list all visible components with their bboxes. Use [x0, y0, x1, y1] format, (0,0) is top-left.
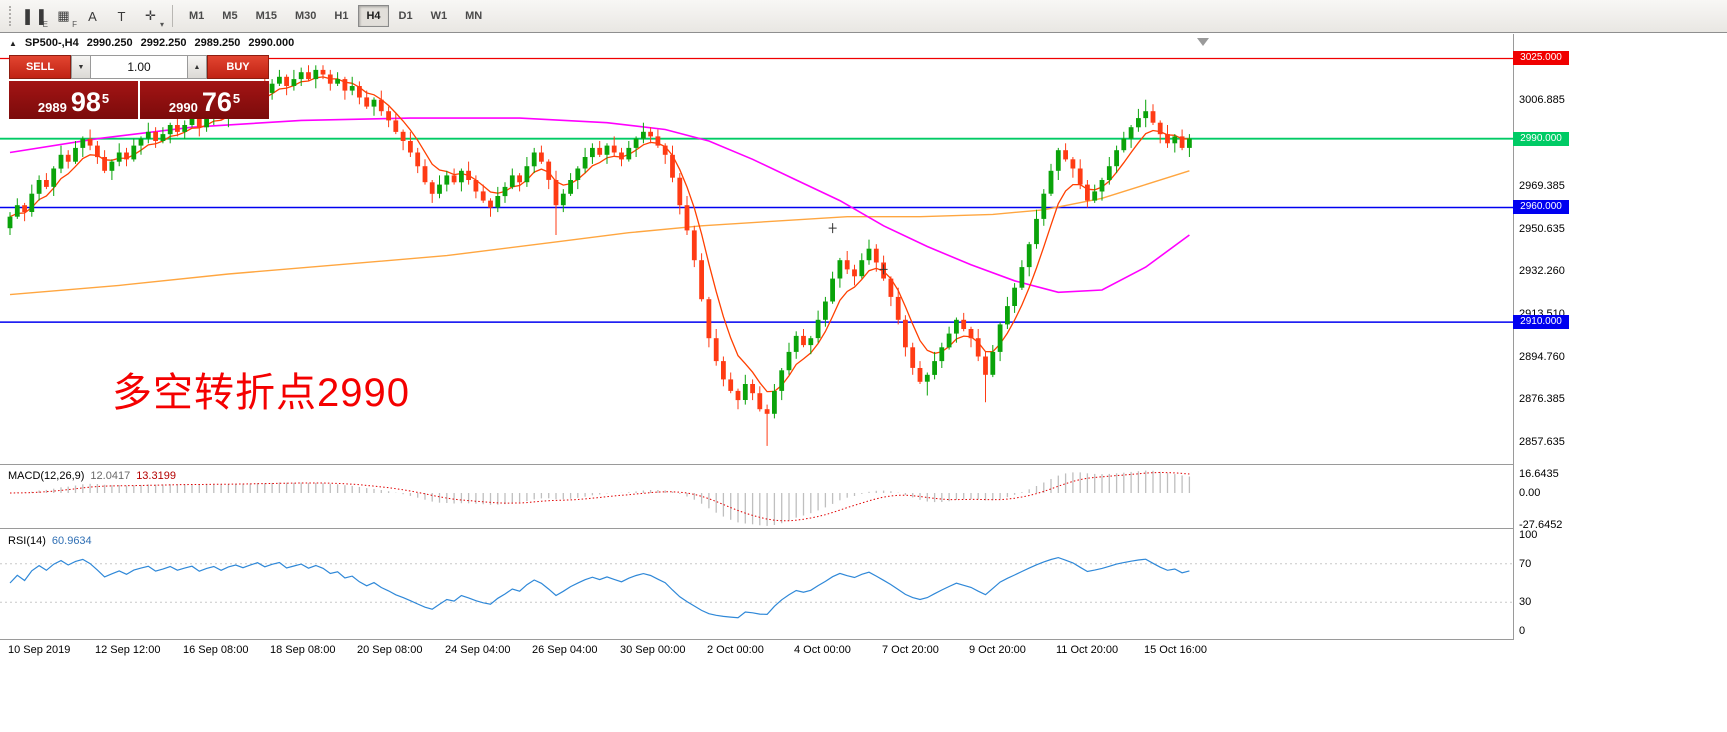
quote-bar: ▲ SP500-,H4 2990.250 2992.250 2989.250 2… [9, 37, 294, 49]
ask-price-button[interactable]: 2990 76 5 [140, 81, 269, 119]
chart-canvas[interactable] [0, 34, 1513, 464]
macd-panel[interactable] [0, 466, 1513, 528]
bid-price-button[interactable]: 2989 98 5 [9, 81, 138, 119]
time-axis-label: 2 Oct 00:00 [707, 644, 764, 656]
ask-price-big: 76 [201, 87, 232, 118]
one-click-collapse-icon[interactable]: ▲ [9, 38, 17, 48]
rsi-title: RSI(14) [8, 535, 46, 547]
time-axis-border [0, 639, 1513, 640]
macd-label: MACD(12,26,9) 12.0417 13.3199 [8, 470, 176, 482]
volume-increase-button[interactable]: ▲ [187, 55, 207, 79]
time-axis-label: 15 Oct 16:00 [1144, 644, 1207, 656]
chart-mode-icon[interactable]: ▌▐ E [25, 8, 48, 30]
candles [7, 65, 1192, 446]
timeframe-button-h1[interactable]: H1 [334, 10, 349, 22]
chart-shift-marker-icon [1197, 38, 1209, 46]
timeframe-button-h4[interactable]: H4 [358, 5, 389, 27]
timeframe-toolbar: M1 M5 M15 M30 H1 H4 D1 W1 MN [180, 5, 491, 27]
timeframe-button-m1[interactable]: M1 [189, 10, 205, 22]
rsi-axis-tick: 100 [1519, 529, 1538, 541]
rsi-axis-tick: 70 [1519, 558, 1532, 570]
text-box-icon[interactable]: T [117, 8, 126, 24]
price-tick: 3006.885 [1519, 94, 1565, 106]
price-level-badge: 2990.000 [1513, 132, 1569, 146]
rsi-label: RSI(14) 60.9634 [8, 535, 92, 547]
bid-price-main: 2989 [37, 100, 67, 116]
time-axis-label: 20 Sep 08:00 [357, 644, 423, 656]
timeframe-button-w1[interactable]: W1 [430, 10, 448, 22]
text-annotation-icon[interactable]: A [88, 8, 97, 24]
cursor-tools-icon[interactable]: ✛ ▾ [145, 8, 164, 29]
sell-button[interactable]: SELL [9, 55, 71, 79]
time-axis-label: 24 Sep 04:00 [445, 644, 511, 656]
ma-fast-line [9, 76, 1190, 393]
price-tick: 2857.635 [1519, 436, 1565, 448]
pane-splitter[interactable] [0, 464, 1513, 465]
rsi-axis-tick: 0 [1519, 625, 1526, 637]
time-axis-label: 10 Sep 2019 [8, 644, 71, 656]
quote-close: 2990.000 [248, 37, 295, 49]
price-tick: 2969.385 [1519, 180, 1565, 192]
price-axis-border [1513, 34, 1514, 640]
timeframe-button-m30[interactable]: M30 [294, 10, 317, 22]
chart-marker [828, 223, 837, 234]
buy-button[interactable]: BUY [207, 55, 269, 79]
macd-value-main: 12.0417 [90, 470, 131, 482]
timeframe-button-mn[interactable]: MN [465, 10, 483, 22]
toolbar: ▌▐ E ▦ F A T ✛ ▾ M1 M5 M15 M30 H1 H4 D1 W1 MN [0, 0, 1727, 33]
chart-marker [879, 264, 888, 275]
time-axis-label: 9 Oct 20:00 [969, 644, 1026, 656]
toolbar-icons: ▌▐ E ▦ F A T ✛ ▾ [20, 4, 165, 30]
macd-histogram [16, 470, 1191, 526]
macd-signal-line [9, 471, 1190, 522]
chart-annotation-text: 多空转折点2990 [112, 371, 410, 415]
rsi-value: 60.9634 [51, 535, 92, 547]
rsi-line [9, 556, 1190, 619]
rsi-axis-tick: 30 [1519, 596, 1532, 608]
time-axis-label: 12 Sep 12:00 [95, 644, 161, 656]
quote-open: 2990.250 [86, 37, 133, 49]
volume-decrease-button[interactable]: ▼ [71, 55, 91, 79]
price-tick: 2894.760 [1519, 351, 1565, 363]
grid-icon[interactable]: ▦ F [57, 8, 77, 29]
timeframe-button-d1[interactable]: D1 [398, 10, 413, 22]
symbol-period-label: SP500-,H4 [24, 37, 79, 49]
ma-slow-line [9, 170, 1190, 296]
bid-price-sup: 5 [101, 91, 110, 106]
price-level-badge: 3025.000 [1513, 51, 1569, 65]
price-tick: 2932.260 [1519, 265, 1565, 277]
time-axis-label: 26 Sep 04:00 [532, 644, 598, 656]
pane-splitter[interactable] [0, 528, 1513, 529]
timeframe-button-m5[interactable]: M5 [222, 10, 238, 22]
price-level-badge: 2960.000 [1513, 200, 1569, 214]
toolbar-grip[interactable] [9, 6, 15, 26]
ma-mid-line [9, 117, 1190, 294]
time-axis-label: 18 Sep 08:00 [270, 644, 336, 656]
time-axis-label: 4 Oct 00:00 [794, 644, 851, 656]
horizontal-lines [0, 57, 1513, 323]
macd-axis-tick: -27.6452 [1519, 519, 1563, 531]
macd-title: MACD(12,26,9) [8, 470, 85, 482]
ask-price-main: 2990 [168, 100, 198, 116]
time-axis-label: 30 Sep 00:00 [620, 644, 686, 656]
time-axis-label: 16 Sep 08:00 [183, 644, 249, 656]
time-axis-label: 7 Oct 20:00 [882, 644, 939, 656]
rsi-panel[interactable] [0, 530, 1513, 636]
price-tick: 2950.635 [1519, 223, 1565, 235]
time-axis-label: 11 Oct 20:00 [1056, 644, 1119, 656]
ask-price-sup: 5 [232, 91, 241, 106]
timeframe-button-m15[interactable]: M15 [255, 10, 277, 22]
quote-high: 2992.250 [140, 37, 187, 49]
quote-low: 2989.250 [194, 37, 241, 49]
bid-price-big: 98 [70, 87, 101, 118]
macd-axis-tick: 0.00 [1519, 487, 1541, 499]
one-click-trading-panel: SELL ▼ 1.00 ▲ BUY 2989 98 5 2990 76 5 [9, 55, 269, 119]
price-level-badge: 2910.000 [1513, 315, 1569, 329]
volume-input[interactable]: 1.00 [91, 55, 187, 79]
toolbar-separator [172, 5, 173, 27]
macd-axis-tick: 16.6435 [1519, 468, 1559, 480]
price-tick: 2876.385 [1519, 393, 1565, 405]
macd-value-signal: 13.3199 [136, 470, 176, 482]
